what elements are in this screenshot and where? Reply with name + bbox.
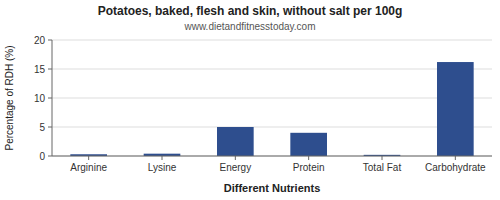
y-axis-label: Percentage of RDH (%) <box>4 45 15 150</box>
x-tick <box>382 156 383 160</box>
y-tick-label: 15 <box>34 64 46 75</box>
y-tick-label: 5 <box>39 122 45 133</box>
x-tick-label: Energy <box>219 162 251 173</box>
y-tick <box>48 40 52 41</box>
y-tick <box>48 127 52 128</box>
bar <box>437 62 474 156</box>
x-axis-label: Different Nutrients <box>224 182 321 194</box>
y-tick-label: 20 <box>34 35 46 46</box>
x-tick-label: Protein <box>293 162 325 173</box>
grid <box>52 40 492 156</box>
y-tick <box>48 98 52 99</box>
x-tick <box>162 156 163 160</box>
grid-line <box>52 156 492 157</box>
grid-line <box>52 127 492 128</box>
x-tick <box>88 156 89 160</box>
chart: Potatoes, baked, flesh and skin, without… <box>0 0 500 200</box>
grid-line <box>52 40 492 41</box>
y-tick-label: 0 <box>39 151 45 162</box>
x-ticks: Arginine Lysine Energy Protein Total Fat Carb… <box>70 156 486 173</box>
y-axis-line <box>52 40 53 156</box>
x-tick-label: Carbohydrate <box>425 162 486 173</box>
bar <box>290 133 327 156</box>
grid-line <box>52 98 492 99</box>
y-ticks: 0 5 10 15 20 <box>34 35 52 162</box>
y-tick-label: 10 <box>34 93 46 104</box>
grid-line <box>52 69 492 70</box>
x-tick-label: Arginine <box>70 162 107 173</box>
x-tick-label: Lysine <box>148 162 177 173</box>
x-axis-line <box>52 156 492 157</box>
title: Potatoes, baked, flesh and skin, without… <box>98 4 403 18</box>
x-tick <box>455 156 456 160</box>
y-tick <box>48 156 52 157</box>
bars <box>70 62 473 156</box>
y-tick <box>48 69 52 70</box>
bar <box>217 127 254 156</box>
x-tick <box>308 156 309 160</box>
x-tick <box>235 156 236 160</box>
subtitle: www.dietandfitnesstoday.com <box>184 21 316 32</box>
x-tick-label: Total Fat <box>363 162 402 173</box>
